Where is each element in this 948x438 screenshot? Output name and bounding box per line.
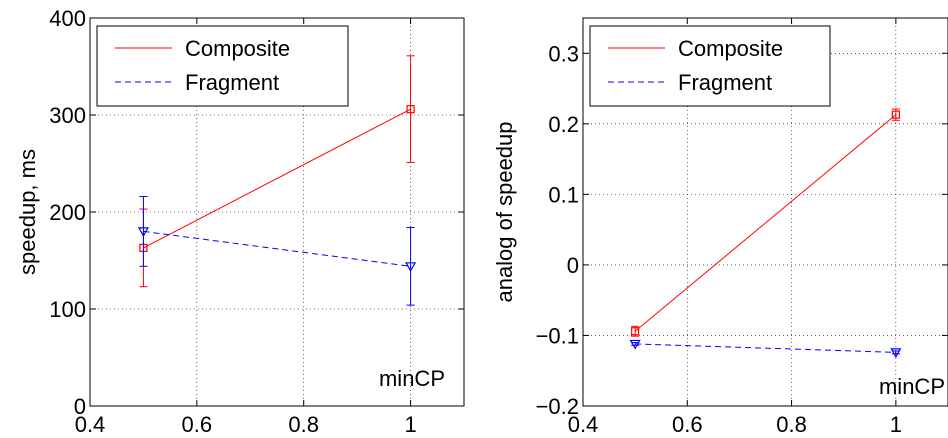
right-y-tick-label-4: 0.2 bbox=[548, 112, 579, 137]
right-x-tick-label-0-6: 0.6 bbox=[672, 412, 703, 437]
right-fragment-point-0 bbox=[629, 339, 641, 350]
right-fragment-point-1 bbox=[890, 348, 902, 359]
left-y-tick-label-2: 200 bbox=[49, 200, 86, 225]
right-legend-label-fragment: Fragment bbox=[678, 70, 772, 95]
right-y-tick-label-1: −0.1 bbox=[536, 323, 579, 348]
left-legend: Composite Fragment bbox=[96, 25, 349, 107]
right-series-fragment bbox=[629, 339, 902, 359]
left-x-tick-label-0-4: 0.4 bbox=[75, 412, 106, 437]
right-y-axis-label: analog of speedup bbox=[492, 121, 517, 302]
left-y-tick-label-0: 0 bbox=[74, 394, 86, 419]
left-y-axis-label: speedup, ms bbox=[15, 149, 40, 275]
right-annotation-mincp: minCP bbox=[879, 374, 945, 399]
right-panel: 0.4 0.6 0.8 1 −0.2 −0.1 0 0.1 0.2 0.3 analog of sp… bbox=[492, 17, 948, 437]
right-x-tick-label-1: 1 bbox=[890, 412, 902, 437]
right-series-composite bbox=[631, 108, 900, 337]
right-fragment-line bbox=[635, 343, 896, 353]
right-legend: Composite Fragment bbox=[589, 25, 831, 107]
right-x-tick-label-0-8: 0.8 bbox=[776, 412, 807, 437]
left-legend-label-fragment: Fragment bbox=[185, 70, 279, 95]
right-y-tick-label-5: 0.3 bbox=[548, 41, 579, 66]
right-composite-line bbox=[634, 114, 897, 332]
right-x-tick-label-0-4: 0.4 bbox=[568, 412, 599, 437]
right-axes-box bbox=[582, 17, 948, 407]
left-y-tick-label-4: 400 bbox=[49, 6, 86, 31]
right-y-tick-label-3: 0.1 bbox=[548, 182, 579, 207]
left-fragment-point-0 bbox=[137, 227, 149, 238]
left-series-fragment bbox=[137, 195, 417, 306]
right-composite-point-1 bbox=[891, 110, 900, 119]
left-composite-line bbox=[143, 108, 411, 249]
left-x-tick-label-0-8: 0.8 bbox=[288, 412, 319, 437]
left-composite-point-1 bbox=[406, 105, 415, 114]
right-legend-label-composite: Composite bbox=[678, 36, 783, 61]
left-legend-label-composite: Composite bbox=[185, 36, 290, 61]
left-annotation-mincp: minCP bbox=[379, 366, 445, 391]
left-fragment-line bbox=[143, 230, 411, 267]
right-legend-box bbox=[589, 25, 831, 107]
left-fragment-point-1 bbox=[405, 262, 417, 273]
right-y-tick-label-0: −0.2 bbox=[536, 394, 579, 419]
right-y-tick-label-2: 0 bbox=[567, 253, 579, 278]
left-x-tick-label-0-6: 0.6 bbox=[182, 412, 213, 437]
left-y-tick-label-3: 300 bbox=[49, 103, 86, 128]
left-x-tick-label-1: 1 bbox=[404, 412, 416, 437]
left-panel: 0.4 0.6 0.8 1 0 100 200 300 400 speedup, ms Compos… bbox=[15, 6, 465, 437]
left-legend-box bbox=[96, 25, 349, 107]
right-composite-point-0 bbox=[631, 327, 640, 336]
left-y-tick-label-1: 100 bbox=[49, 297, 86, 322]
